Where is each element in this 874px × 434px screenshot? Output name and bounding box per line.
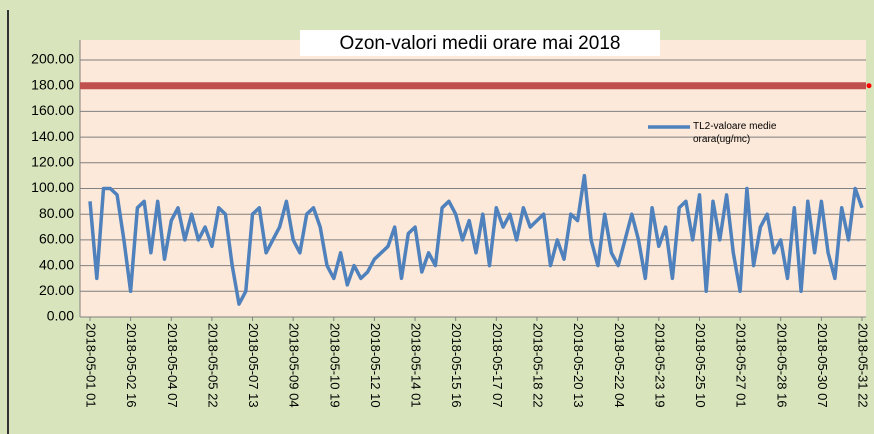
x-tick-label: 2018-05-10 19 xyxy=(327,323,342,408)
x-tick-label: 2018-05-20 13 xyxy=(571,323,586,408)
title-box xyxy=(300,30,660,56)
y-tick-label: 200.00 xyxy=(31,51,74,67)
series-line xyxy=(88,173,864,306)
x-tick-label: 2018-05-31 22 xyxy=(856,323,871,408)
x-tick-label: 2018-05-05 22 xyxy=(205,323,220,408)
x-tick-label: 2018-05-14 01 xyxy=(409,323,424,408)
x-tick-label: 2018-05-25 10 xyxy=(693,323,708,408)
x-tick-label: 2018-05-23 19 xyxy=(652,323,667,408)
x-tick-label: 2018-05-15 16 xyxy=(449,323,464,408)
plot-area xyxy=(80,40,866,317)
y-tick-label: 140.00 xyxy=(31,128,74,144)
chart-title: Ozon-valori medii orare mai 2018 xyxy=(340,33,621,54)
x-tick-label: 2018-05-12 10 xyxy=(368,323,383,408)
x-tick-label: 2018-05-30 07 xyxy=(815,323,830,408)
x-tick-label: 2018-05-04 07 xyxy=(165,323,180,408)
y-tick-label: 20.00 xyxy=(39,282,74,298)
x-tick-label: 2018-05-27 01 xyxy=(734,323,749,408)
x-tick-label: 2018-05-22 04 xyxy=(612,323,627,408)
y-tick-label: 160.00 xyxy=(31,102,74,118)
legend-label: TL2-valoare medie orara(ug/mc) xyxy=(693,121,777,145)
y-tick-label: 100.00 xyxy=(31,179,74,195)
x-tick-label: 2018-05-09 04 xyxy=(287,323,302,408)
x-tick-label: 2018-05-17 07 xyxy=(490,323,505,408)
x-tick-label: 2018-05-07 13 xyxy=(246,323,261,408)
y-tick-label: 0.00 xyxy=(47,308,74,324)
y-tick-label: 80.00 xyxy=(39,205,74,221)
x-tick-label: 2018-05-18 22 xyxy=(531,323,546,408)
y-tick-label: 180.00 xyxy=(31,76,74,92)
x-tick-label: 2018-05-01 01 xyxy=(84,323,99,408)
x-tick-label: 2018-05-02 16 xyxy=(124,323,139,408)
x-tick-label: 2018-05-28 16 xyxy=(774,323,789,408)
y-tick-label: 60.00 xyxy=(39,231,74,247)
y-tick-label: 120.00 xyxy=(31,154,74,170)
y-tick-label: 40.00 xyxy=(39,256,74,272)
threshold-end xyxy=(866,83,872,89)
